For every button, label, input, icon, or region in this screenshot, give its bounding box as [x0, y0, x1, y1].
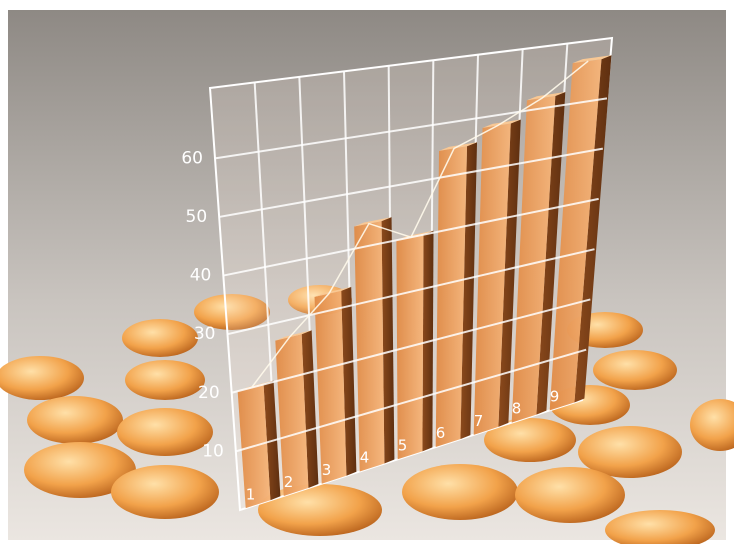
bar: [549, 59, 602, 411]
bar: [473, 123, 511, 435]
x-tick-label: 5: [398, 436, 408, 454]
x-tick-label: 2: [284, 473, 294, 491]
y-tick-label: 30: [194, 324, 216, 344]
trend-line: [250, 60, 589, 389]
bar-side: [460, 142, 478, 440]
x-tick-label: 3: [322, 461, 332, 479]
bar: [314, 290, 347, 484]
bar-side: [301, 330, 319, 488]
bar: [511, 96, 556, 423]
bar-top: [526, 92, 566, 101]
bar-side: [341, 286, 357, 476]
bar-top: [572, 55, 612, 64]
x-tick-label: 7: [474, 412, 484, 430]
x-tick-label: 6: [436, 424, 446, 442]
grid-line: [231, 298, 591, 394]
bar: [435, 146, 468, 448]
bar-side: [498, 119, 521, 427]
grid-line: [235, 348, 587, 453]
x-tick-label: 4: [360, 449, 370, 467]
y-tick-label: 60: [181, 148, 203, 168]
x-tick-label: 8: [512, 400, 522, 418]
coins: [0, 285, 734, 544]
x-tick-label: 1: [246, 485, 256, 503]
bar-side: [381, 217, 395, 464]
bar-side: [574, 55, 612, 403]
y-tick-label: 40: [190, 266, 212, 286]
x-tick-label: 9: [550, 388, 560, 406]
bar-top: [354, 217, 392, 227]
grid-line: [218, 147, 604, 218]
grid-line: [214, 97, 608, 160]
bar-top: [314, 286, 352, 297]
y-tick-label: 20: [198, 383, 220, 403]
y-tick-label: 10: [202, 441, 224, 461]
grid-line: [227, 248, 595, 336]
y-tick-label: 50: [186, 207, 208, 227]
bar: [354, 221, 385, 472]
bar-top: [275, 330, 312, 341]
bar-side: [536, 92, 566, 415]
